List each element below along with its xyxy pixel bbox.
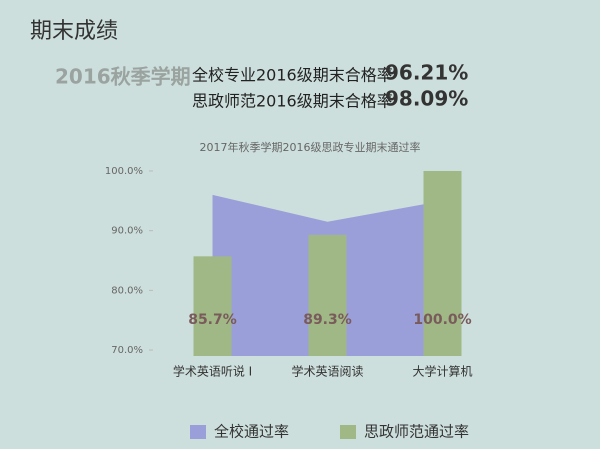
legend-swatch: [340, 425, 356, 439]
line1-value: 96.21%: [385, 61, 468, 85]
line2-label: 思政师范2016级期末合格率: [192, 92, 393, 111]
y-tick-label: 90.0%: [111, 226, 143, 237]
chart-title: 2017年秋季学期2016级思政专业期末通过率: [200, 140, 421, 154]
legend-label: 思政师范通过率: [364, 423, 469, 441]
x-tick-label: 大学计算机: [412, 364, 472, 379]
value-label: 100.0%: [413, 312, 471, 328]
x-tick-label: 学术英语听说 I: [173, 364, 252, 379]
bar: [193, 256, 232, 356]
term: 2016秋季学期: [55, 65, 191, 89]
line1-label: 全校专业2016级期末合格率: [192, 66, 393, 85]
legend-label: 全校通过率: [214, 423, 289, 441]
heading: 期末成绩: [30, 19, 118, 44]
legend-swatch: [190, 425, 206, 439]
bar: [423, 170, 462, 356]
value-label: 85.7%: [188, 312, 237, 328]
line2-value: 98.09%: [385, 87, 468, 111]
y-tick-label: 80.0%: [111, 285, 143, 296]
bar: [308, 234, 347, 356]
value-label: 89.3%: [303, 312, 352, 328]
y-tick-label: 70.0%: [111, 345, 143, 356]
x-tick-label: 学术英语阅读: [291, 364, 363, 379]
y-tick-label: 100.0%: [105, 166, 143, 177]
